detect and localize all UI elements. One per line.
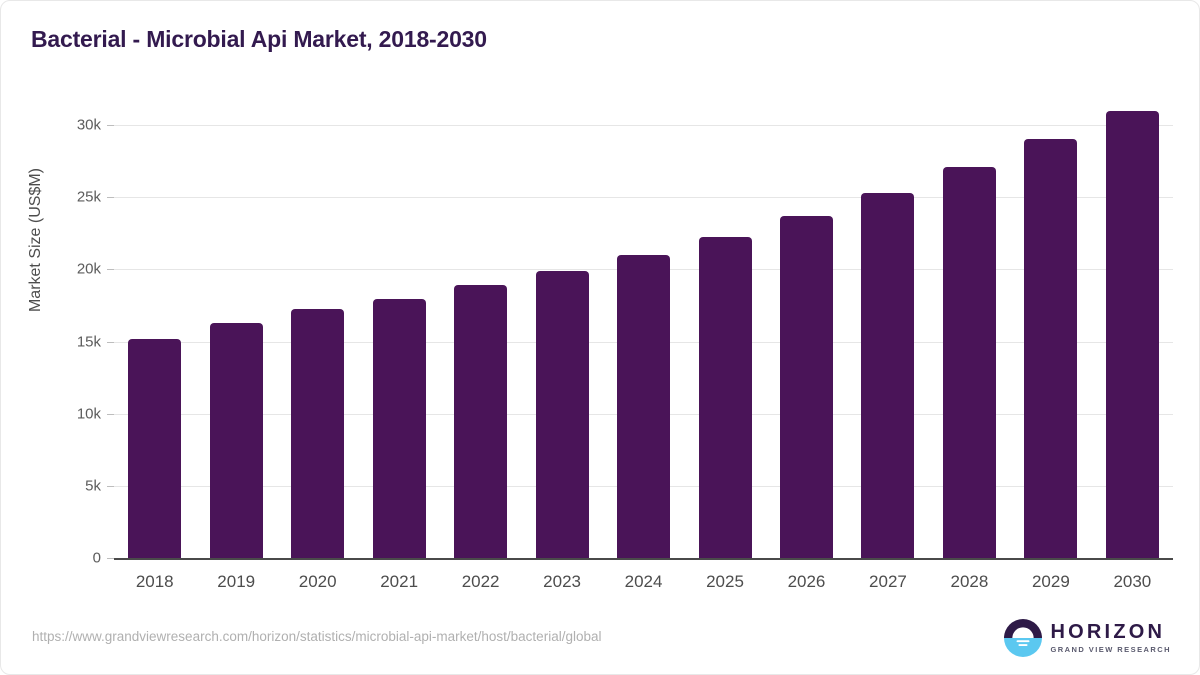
x-tick-label: 2025 [706, 572, 744, 591]
x-tick-label: 2020 [298, 572, 337, 591]
y-tick-label: 5k [85, 477, 101, 495]
bar-group[interactable]: 2030 [1092, 110, 1173, 591]
logo-tagline: GRAND VIEW RESEARCH [1050, 645, 1171, 655]
bar-group[interactable]: 2020 [277, 111, 358, 591]
bar[interactable] [942, 166, 996, 558]
plot-area: 0 5k 10k 15k 20k 25k 30k 2018 2019 2020 2021 2022 2… [77, 110, 1173, 591]
bar-group[interactable]: 2028 [929, 111, 1010, 591]
x-tick-label: 2027 [869, 572, 907, 591]
bar[interactable] [454, 285, 508, 558]
bar-group[interactable]: 2026 [766, 111, 847, 591]
x-tick-label: 2026 [787, 572, 826, 591]
gridline [114, 125, 1173, 126]
bar[interactable] [617, 254, 671, 558]
bar-group[interactable]: 2024 [603, 111, 684, 591]
bar[interactable] [209, 323, 263, 558]
x-tick-label: 2018 [135, 572, 174, 591]
x-tick-label: 2030 [1113, 572, 1152, 591]
y-tick-mark [107, 125, 114, 126]
bar-group[interactable]: 2029 [1010, 111, 1091, 591]
x-tick-label: 2021 [380, 572, 419, 591]
logo-text: HORIZON GRAND VIEW RESEARCH [1051, 622, 1171, 654]
horizon-sun-circle-icon [1003, 619, 1042, 657]
x-tick-label: 2028 [950, 572, 989, 591]
bar[interactable] [698, 236, 752, 558]
y-tick-label: 15k [76, 333, 101, 350]
x-tick-label: 2022 [461, 572, 500, 591]
horizon-logo: HORIZON GRAND VIEW RESEARCH [1003, 619, 1171, 657]
bar-group[interactable]: 2019 [195, 111, 276, 591]
y-tick-label: 25k [76, 188, 101, 206]
x-tick-label: 2019 [217, 572, 256, 591]
y-tick-mark [107, 341, 114, 343]
y-tick-label: 20k [76, 260, 101, 278]
bar[interactable] [291, 309, 345, 558]
bar[interactable] [779, 215, 833, 558]
bar-group[interactable]: 2022 [440, 111, 521, 591]
bar[interactable] [372, 298, 426, 558]
y-tick-label: 30k [76, 116, 101, 134]
x-axis-line [114, 558, 1173, 560]
gridline [114, 197, 1173, 199]
page-title: Bacterial - Microbial Api Market, 2018-2… [31, 26, 487, 52]
y-tick-mark [107, 197, 114, 199]
bar-group[interactable]: 2025 [684, 111, 765, 591]
bar-group[interactable]: 2023 [521, 111, 602, 591]
x-tick-label: 2024 [624, 572, 663, 591]
y-tick-label: 10k [76, 405, 101, 423]
y-axis-title: Market Size (US$M) [27, 167, 44, 313]
x-tick-label: 2023 [543, 572, 581, 591]
bar[interactable] [535, 270, 589, 558]
logo-name: HORIZON [1050, 621, 1166, 644]
y-tick-mark [107, 558, 114, 559]
bar[interactable] [861, 192, 915, 558]
bar-series: 2018 2019 2020 2021 2022 2023 2024 2025 2026 2027… [114, 110, 1173, 591]
bar[interactable] [128, 338, 182, 558]
x-tick-label: 2029 [1031, 572, 1070, 591]
bar-group[interactable]: 2021 [358, 111, 439, 591]
source-url[interactable]: https://www.grandviewresearch.com/horizo… [32, 629, 602, 644]
y-tick-label: 0 [92, 549, 101, 567]
y-tick-mark [107, 485, 114, 487]
bar-group[interactable]: 2018 [114, 111, 195, 591]
y-tick-mark [107, 269, 114, 271]
bar-group[interactable]: 2027 [847, 111, 928, 591]
y-tick-mark [107, 413, 114, 415]
bar[interactable] [1105, 110, 1159, 558]
bar[interactable] [1024, 139, 1078, 558]
